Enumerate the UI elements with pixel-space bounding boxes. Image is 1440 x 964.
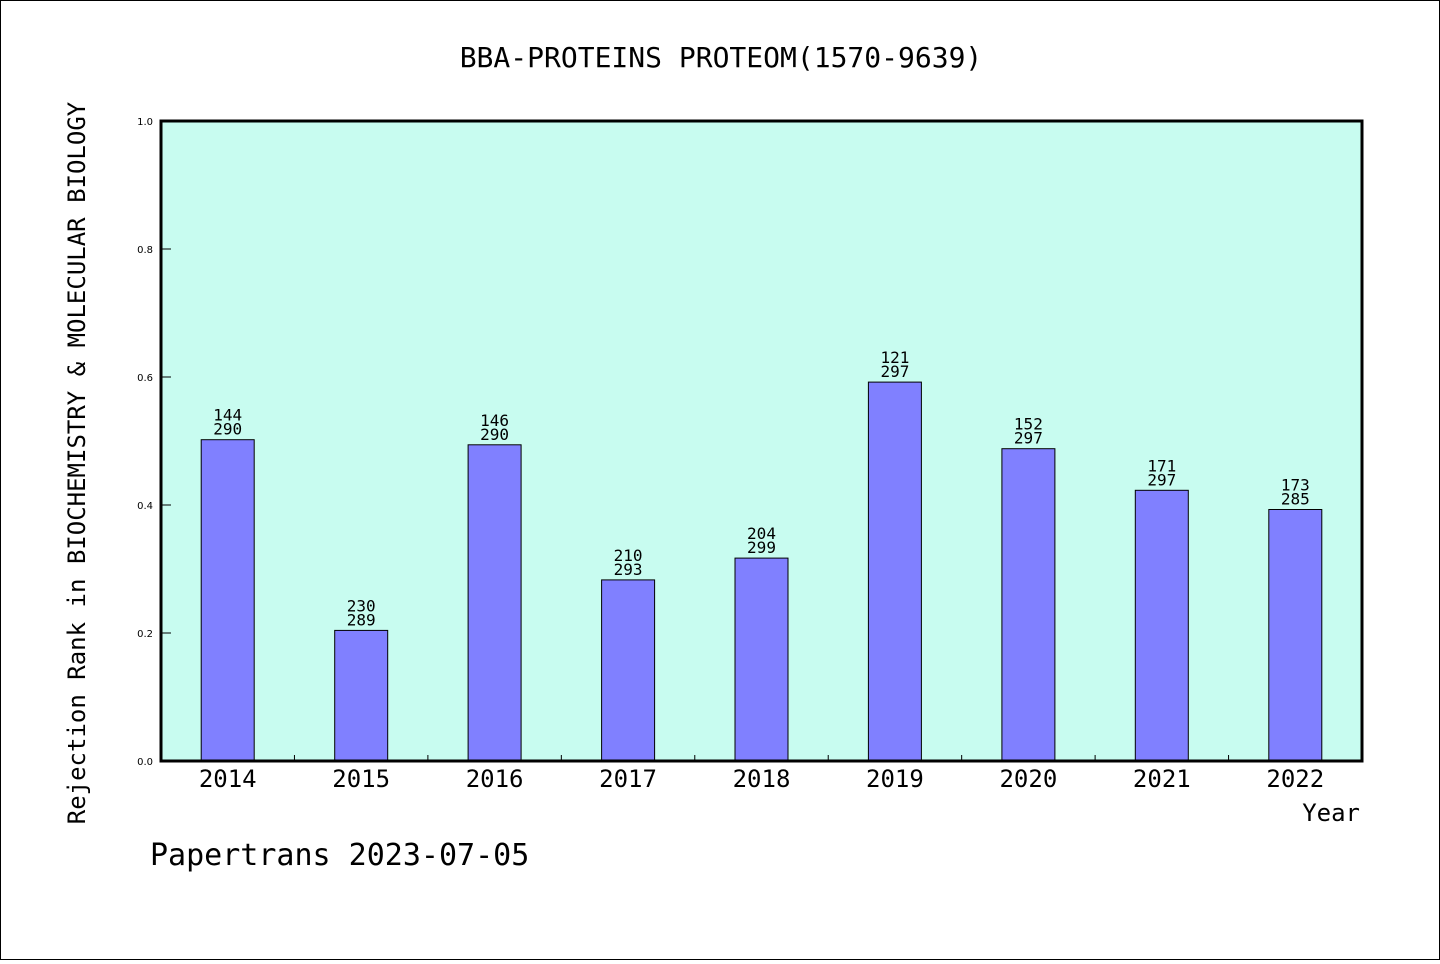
x-tick-label: 2015 (332, 765, 390, 793)
bar-total-label: 290 (480, 425, 509, 444)
bar-2014 (200, 439, 255, 762)
bar-rank-label: 146 (480, 411, 509, 430)
bar-total-label: 297 (880, 362, 909, 381)
y-tick-label: 0.6 (137, 373, 153, 384)
bar-rank-label: 230 (347, 596, 376, 615)
y-tick-label: 0.8 (137, 245, 153, 256)
bar-2018 (734, 557, 789, 762)
bar-total-label: 285 (1281, 490, 1310, 509)
bar-2022 (1268, 509, 1323, 762)
bar-total-label: 289 (347, 610, 376, 629)
x-tick-label: 2021 (1133, 765, 1191, 793)
bar-rank-label: 144 (213, 406, 242, 425)
x-tick-label: 2020 (999, 765, 1057, 793)
bar-2020 (1001, 448, 1056, 762)
bar-rank-label: 152 (1014, 415, 1043, 434)
bar-rank-label: 121 (880, 348, 909, 367)
bar-rank-label: 204 (747, 524, 776, 543)
y-axis-label: Rejection Rank in BIOCHEMISTRY & MOLECUL… (63, 101, 91, 824)
axes-group: 2014 2015 2016 2017 2018 2019 2020 2021 2022 0.0 0… (137, 117, 1324, 793)
bar-total-label: 297 (1147, 470, 1176, 489)
bar-2015 (334, 629, 389, 762)
chart-title: BBA-PROTEINS PROTEOM(1570-9639) (460, 41, 983, 74)
y-tick-label: 0.0 (137, 757, 153, 768)
x-tick-label: 2019 (866, 765, 924, 793)
bar-2017 (601, 579, 656, 762)
bar-total-label: 297 (1014, 429, 1043, 448)
x-tick-label: 2014 (199, 765, 257, 793)
y-tick-label: 0.4 (137, 501, 153, 512)
y-tick-label: 1.0 (137, 117, 153, 128)
x-tick-label: 2018 (733, 765, 791, 793)
y-tick-label: 0.2 (137, 629, 153, 640)
bar-2019 (867, 381, 922, 762)
plot-border (159, 119, 1364, 763)
x-tick-label: 2016 (466, 765, 524, 793)
bar-2016 (467, 444, 522, 762)
footer-watermark: Papertrans 2023-07-05 (150, 838, 529, 873)
bar-rank-label: 173 (1281, 476, 1310, 495)
bar-total-label: 293 (614, 560, 643, 579)
x-tick-label: 2022 (1266, 765, 1324, 793)
x-tick-label: 2017 (599, 765, 657, 793)
bar-total-label: 299 (747, 538, 776, 557)
bar-rank-label: 210 (614, 546, 643, 565)
x-axis-label: Year (1302, 799, 1360, 827)
bars-group: 1442902302891462902102932042991212971522… (200, 348, 1323, 762)
bar-total-label: 290 (213, 420, 242, 439)
bar-2021 (1134, 489, 1189, 762)
bar-rank-label: 171 (1147, 456, 1176, 475)
